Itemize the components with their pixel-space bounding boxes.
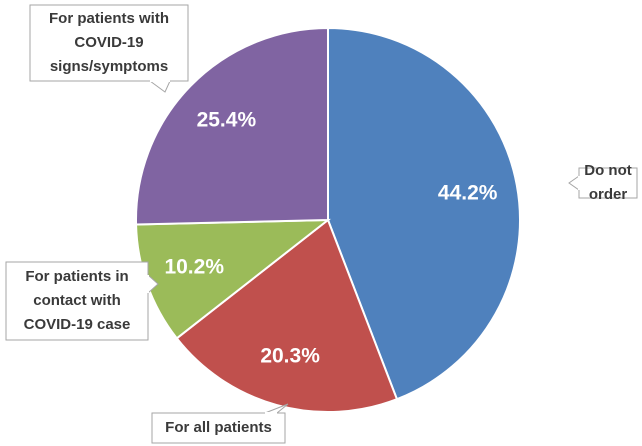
callout-pointer [148, 80, 171, 93]
callout-box [5, 261, 149, 341]
callout-pointer [568, 175, 580, 191]
value-label: 10.2% [164, 255, 224, 278]
pie-slice [175, 218, 399, 413]
pie-slice [327, 26, 521, 401]
callout-box [29, 4, 189, 82]
value-label: 25.4% [197, 108, 257, 131]
pie-slice [135, 26, 329, 226]
category-label: For all patients [165, 419, 272, 436]
value-label: 44.2% [438, 182, 498, 205]
value-label: 20.3% [260, 344, 320, 367]
category-label: For patients in contact with COVID-19 ca… [23, 268, 131, 333]
callout-box [151, 412, 286, 444]
category-label: Do not order [584, 162, 632, 203]
category-label: For patients with COVID-19 signs/symptom… [49, 10, 169, 75]
